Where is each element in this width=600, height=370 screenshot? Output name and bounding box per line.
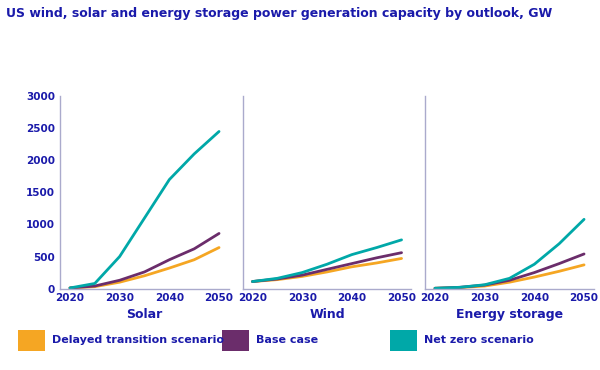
Text: Base case: Base case	[256, 335, 319, 346]
X-axis label: Wind: Wind	[309, 307, 345, 321]
Text: US wind, solar and energy storage power generation capacity by outlook, GW: US wind, solar and energy storage power …	[6, 7, 552, 20]
X-axis label: Energy storage: Energy storage	[456, 307, 563, 321]
Text: Net zero scenario: Net zero scenario	[424, 335, 534, 346]
X-axis label: Solar: Solar	[127, 307, 163, 321]
Text: Delayed transition scenario: Delayed transition scenario	[52, 335, 224, 346]
